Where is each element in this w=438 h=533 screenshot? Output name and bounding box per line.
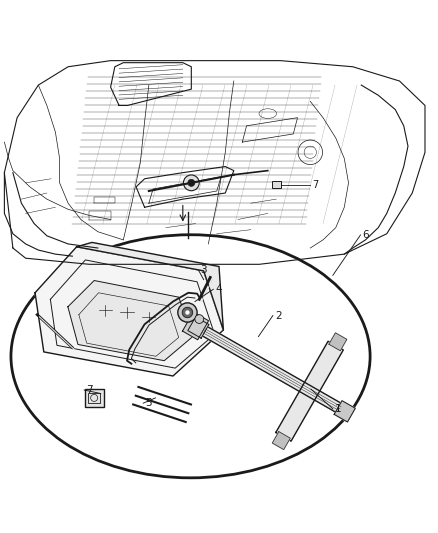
- FancyBboxPatch shape: [272, 181, 281, 188]
- FancyBboxPatch shape: [85, 389, 104, 407]
- Circle shape: [185, 310, 190, 314]
- Circle shape: [184, 175, 199, 191]
- Text: 6: 6: [363, 230, 369, 240]
- Polygon shape: [272, 432, 290, 449]
- Polygon shape: [68, 280, 193, 361]
- Text: 1: 1: [335, 404, 342, 414]
- Text: 2: 2: [275, 311, 282, 320]
- Polygon shape: [329, 333, 347, 351]
- Polygon shape: [77, 243, 223, 330]
- Polygon shape: [195, 322, 348, 416]
- Polygon shape: [188, 317, 209, 338]
- Text: 4: 4: [215, 284, 222, 294]
- Text: 5: 5: [145, 398, 152, 408]
- Polygon shape: [276, 341, 343, 441]
- Circle shape: [178, 303, 197, 322]
- Text: 7: 7: [86, 385, 93, 395]
- Ellipse shape: [11, 235, 370, 478]
- Polygon shape: [334, 401, 355, 422]
- Text: 7: 7: [312, 180, 319, 190]
- Circle shape: [188, 179, 195, 187]
- Text: 3: 3: [201, 265, 207, 275]
- Circle shape: [182, 307, 193, 318]
- Polygon shape: [35, 247, 223, 376]
- Polygon shape: [183, 312, 208, 340]
- Circle shape: [195, 314, 204, 324]
